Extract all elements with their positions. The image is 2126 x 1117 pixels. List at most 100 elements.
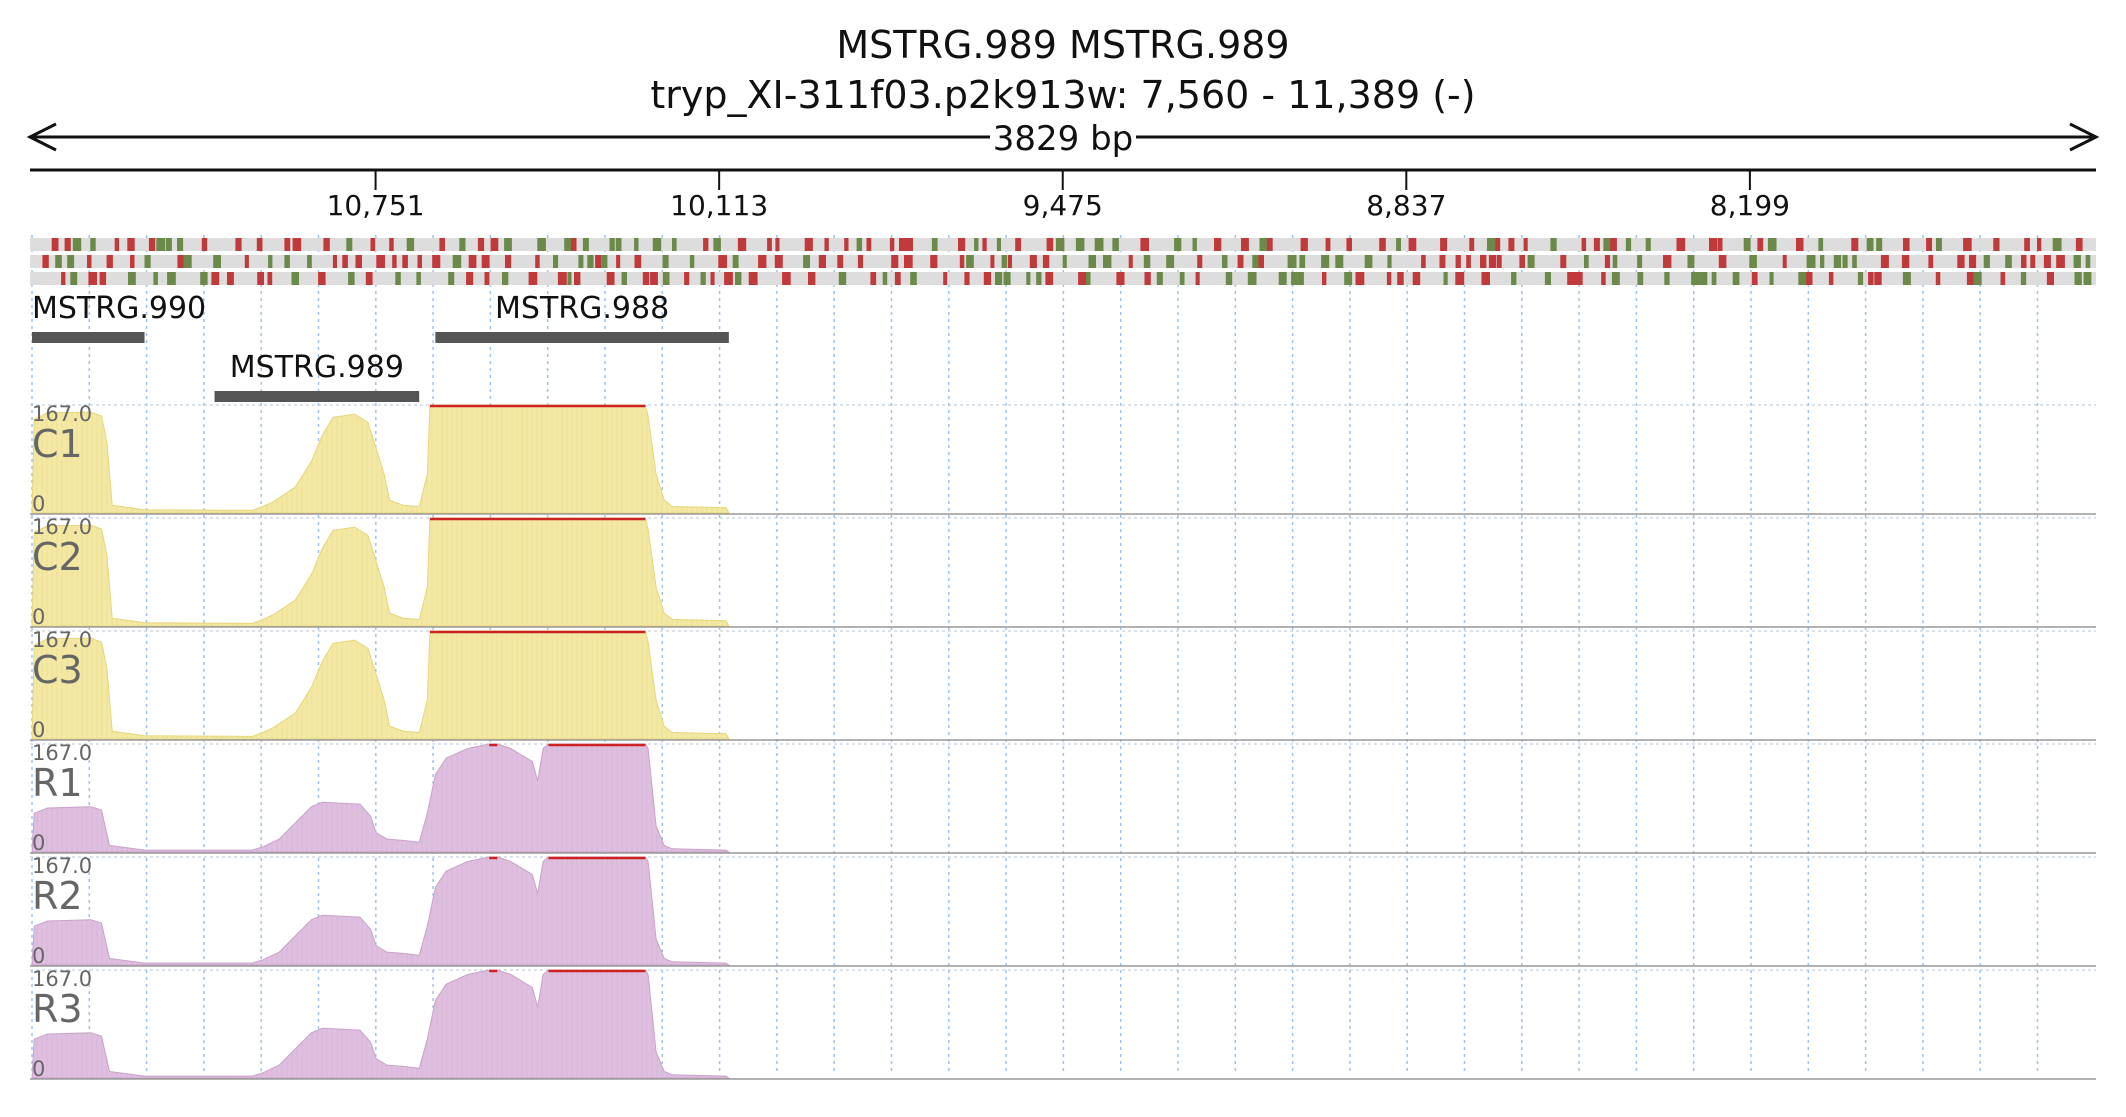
variant-mark [1144,272,1151,285]
track-name: C1 [32,422,83,466]
variant-mark [376,255,385,268]
variant-mark [2085,255,2091,268]
variant-mark [553,255,559,268]
variant-mark [227,272,234,285]
variant-mark [323,238,330,251]
variant-mark [1495,238,1501,251]
variant-mark [284,255,290,268]
variant-mark [1346,238,1352,251]
variant-mark [468,255,477,268]
variant-mark [505,255,512,268]
variant-mark [684,272,690,285]
variant-mark [732,255,739,268]
variant-mark [389,238,394,251]
variant-mark [1857,272,1864,285]
variant-mark [1297,272,1304,285]
variant-mark [256,238,263,251]
track-min-label: 0 [32,944,45,968]
variant-mark [1046,238,1054,251]
variant-mark [128,272,136,285]
variant-mark [1852,255,1857,268]
variant-mark [64,238,71,251]
coverage-track-r3[interactable]: 167.0R3 0 [30,967,2096,1081]
variant-mark [1439,255,1446,268]
variant-mark [672,238,677,251]
variant-mark [748,272,758,285]
variant-mark [1709,238,1717,251]
variant-mark [2024,238,2030,251]
variant-mark [2037,238,2042,251]
variant-mark [504,238,512,251]
gene-title: MSTRG.989 MSTRG.989 [836,23,1289,67]
track-min-label: 0 [32,831,45,855]
variant-mark [183,255,192,268]
variant-mark [982,238,987,251]
variant-mark [1711,272,1717,285]
variant-mark [1241,238,1249,251]
variant-mark [606,272,615,285]
variant-mark [595,255,602,268]
gene-label: MSTRG.990 [32,291,206,326]
variant-mark [1663,255,1672,268]
track-max-label: 167.0 [32,515,92,539]
variant-mark [1007,255,1012,268]
variant-mark [1287,255,1297,268]
variant-mark [1581,238,1587,251]
variant-mark [700,272,706,285]
variant-mark [114,238,120,251]
variant-mark [284,238,291,251]
variant-mark [1174,238,1182,251]
variant-mark [803,255,810,268]
variant-mark [2005,255,2012,268]
variant-mark [1156,272,1163,285]
variant-mark [1973,272,1982,285]
ruler-tick-label: 8,837 [1366,189,1446,222]
variant-mark [2052,238,2062,251]
ruler-tick-label: 8,199 [1710,189,1790,222]
coordinate-ruler[interactable]: 10,751 10,113 9,475 8,837 8,199 [30,168,2096,222]
variant-mark [342,255,348,268]
variant-mark [355,255,362,268]
variant-mark [689,255,695,268]
variant-mark [346,238,353,251]
variant-mark [904,255,913,268]
variant-mark [1387,255,1392,268]
variant-mark [1818,238,1824,251]
variant-mark [1466,255,1471,268]
variant-mark [1519,255,1525,268]
variant-mark [996,238,1001,251]
variant-mark [332,255,337,268]
coverage-track-c3[interactable]: 167.0C3 0 [30,628,2096,742]
gene-bar[interactable] [32,332,145,343]
variant-mark [1928,255,1934,268]
variant-mark [662,272,670,285]
gene-annotation-track[interactable]: MSTRG.990 MSTRG.989 MSTRG.988 [32,291,729,402]
variant-mark [615,238,622,251]
gene-bar[interactable] [214,391,420,402]
gene-bar[interactable] [435,332,729,343]
coverage-area [31,743,731,853]
variant-mark [1103,255,1112,268]
variant-mark [466,272,474,285]
variant-mark [1866,238,1874,251]
variant-mark [899,238,906,251]
variant-mark [1001,255,1008,268]
variant-mark [51,238,59,251]
variant-mark [574,272,581,285]
variant-mark [1237,255,1244,268]
variant-mark [267,272,273,285]
track-min-label: 0 [32,605,45,629]
track-name: C3 [32,648,83,692]
variant-mark [557,272,567,285]
variant-mark [2020,272,2027,285]
variant-mark [1691,272,1700,285]
variant-mark [634,255,642,268]
variant-mark [857,255,864,268]
variant-mark [211,272,220,285]
variant-tracks[interactable] [30,238,2096,285]
variant-mark [1926,238,1932,251]
track-name: R2 [32,874,83,918]
variant-mark [1214,238,1222,251]
